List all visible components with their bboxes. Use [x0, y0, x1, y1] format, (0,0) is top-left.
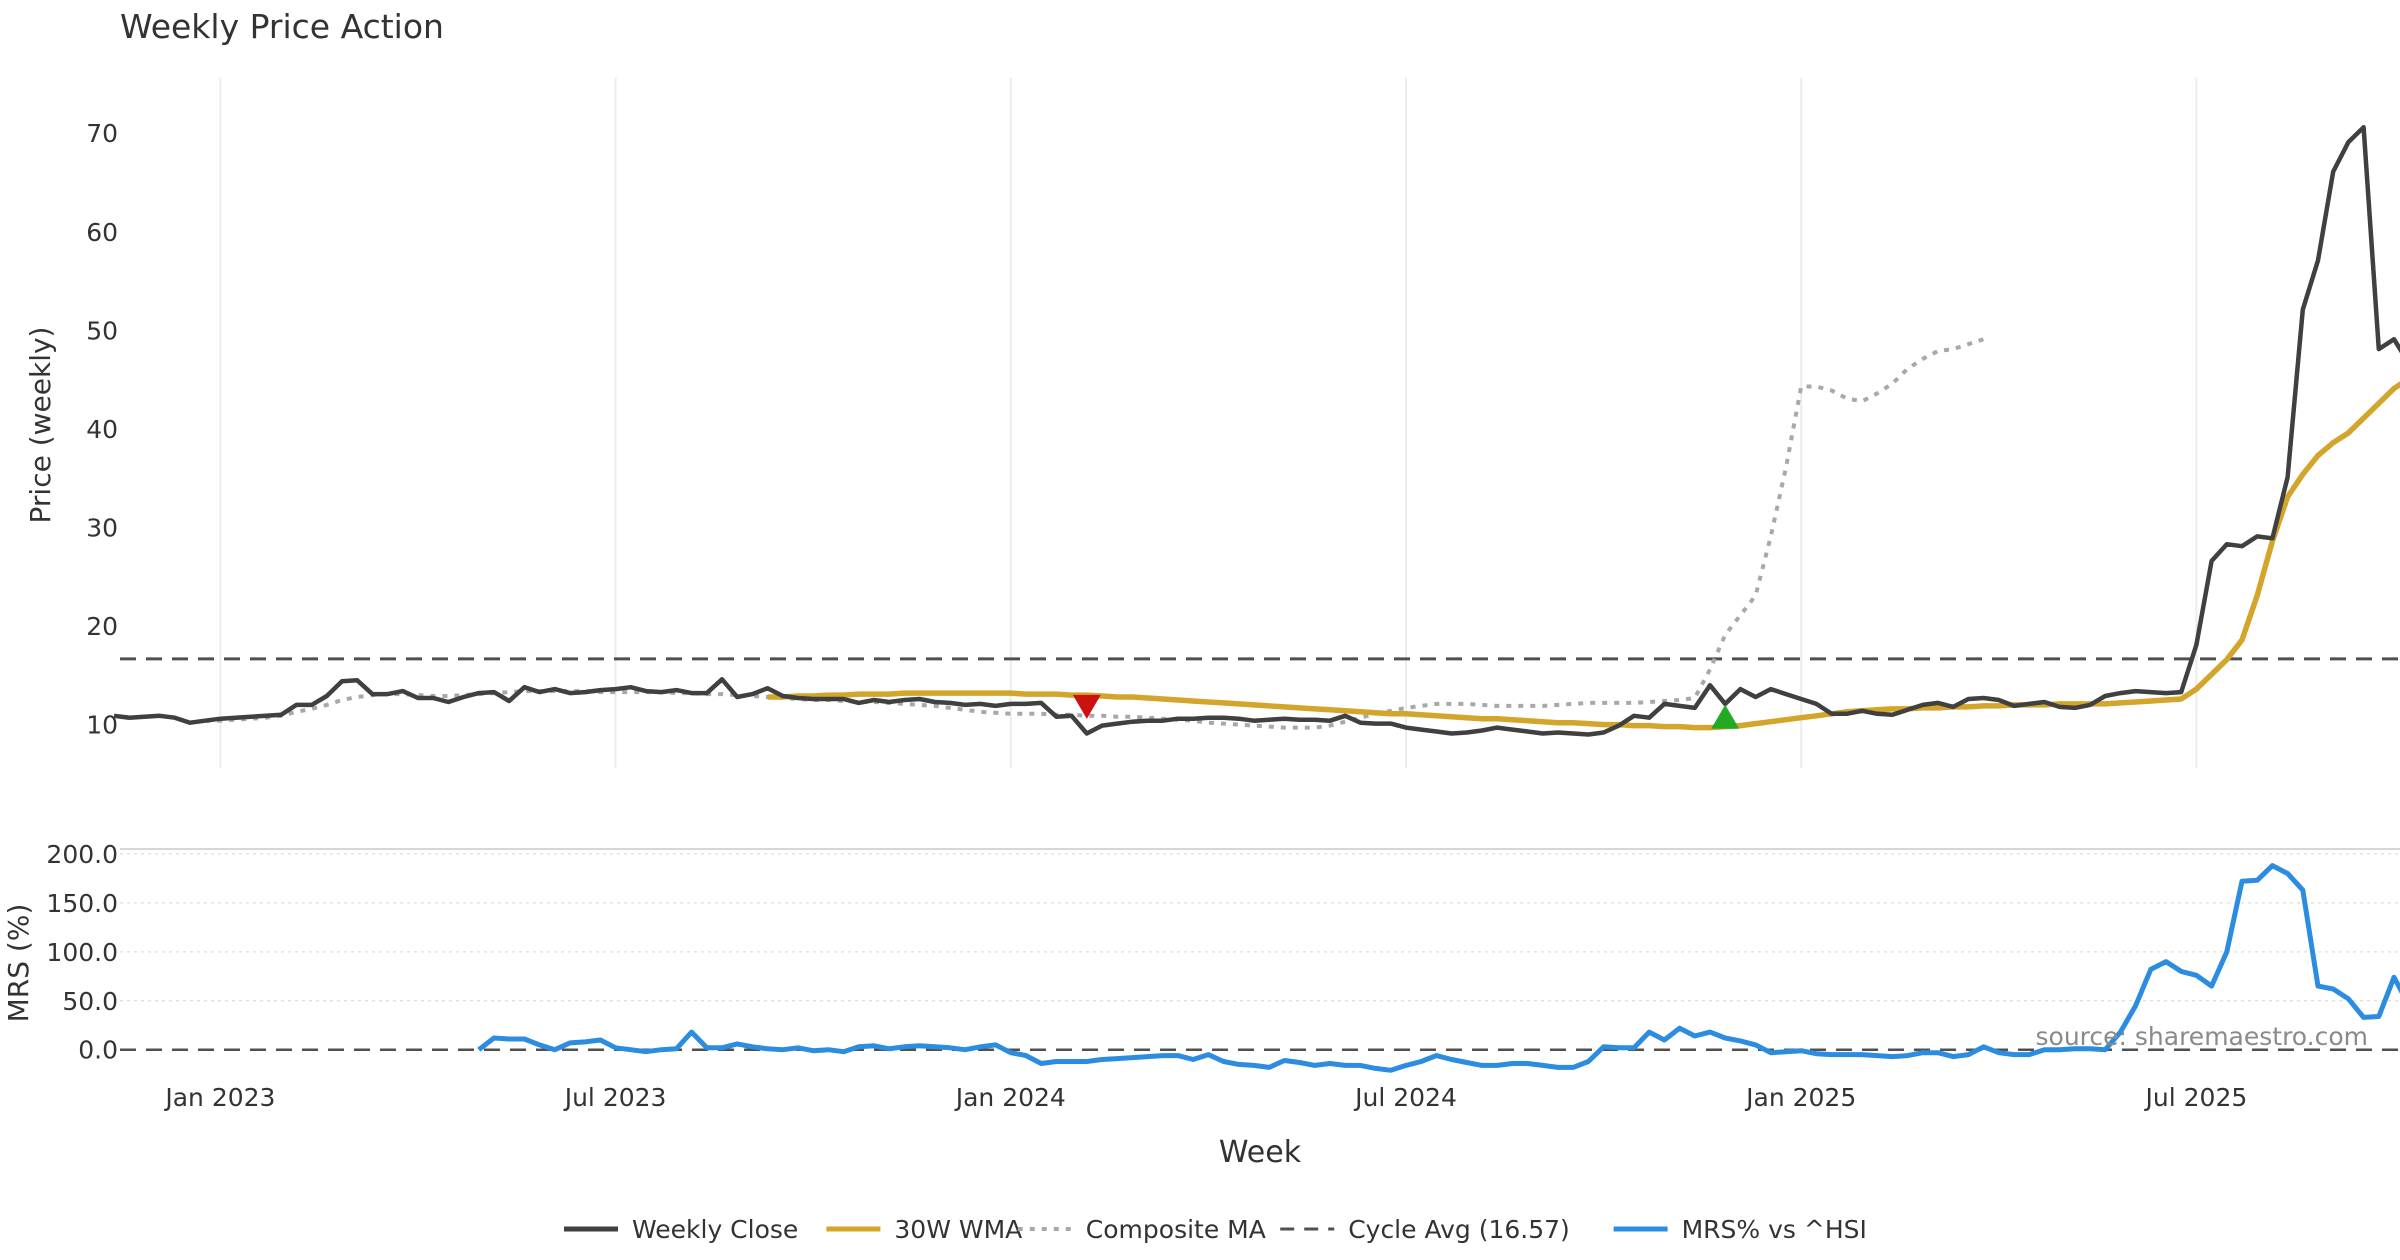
mrs-y-axis-label: MRS (%)	[2, 904, 35, 1023]
price-y-tick-label: 10	[86, 711, 118, 740]
chart-title: Weekly Price Action	[120, 7, 444, 46]
price-y-tick-label: 70	[86, 119, 118, 148]
legend-label: Weekly Close	[632, 1215, 798, 1244]
x-axis: Jan 2023 Jul 2023 Jan 2024 Jul 2024 Jan 2025…	[163, 1083, 2247, 1112]
x-tick-label: Jan 2025	[1744, 1083, 1856, 1112]
mrs-gridlines	[120, 853, 2400, 1002]
x-tick-label: Jul 2025	[2144, 1083, 2248, 1112]
legend-label: Cycle Avg (16.57)	[1348, 1215, 1570, 1244]
legend-label: Composite MA	[1086, 1215, 1266, 1244]
price-y-axis-label: Price (weekly)	[24, 327, 57, 524]
sell-signal-marker	[1072, 694, 1101, 719]
weekly-close-line	[113, 125, 2400, 737]
price-y-tick-label: 60	[86, 218, 118, 247]
mrs-y-axis: 0.0 50.0 100.0 150.0 200.0	[46, 840, 118, 1065]
watermark: source: sharemaestro.com	[2036, 1022, 2369, 1051]
price-y-tick-label: 20	[86, 612, 118, 641]
price-y-tick-label: 50	[86, 316, 118, 345]
x-tick-label: Jan 2023	[163, 1083, 275, 1112]
price-y-axis: 10 20 30 40 50 60 70	[86, 119, 118, 739]
signal-markers	[1072, 694, 1740, 729]
legend-label: MRS% vs ^HSI	[1682, 1215, 1867, 1244]
mrs-y-tick-label: 150.0	[46, 889, 118, 918]
price-panel: Weekly Price Action 10 20 30 40 50 60 70 Price…	[24, 7, 2400, 768]
x-tick-label: Jul 2024	[1353, 1083, 1457, 1112]
price-y-tick-label: 40	[86, 415, 118, 444]
legend-item: Composite MA	[1017, 1215, 1266, 1244]
legend-item: 30W WMA	[826, 1215, 1022, 1244]
mrs-line	[477, 863, 2400, 1073]
x-tick-label: Jul 2023	[563, 1083, 667, 1112]
legend-item: Cycle Avg (16.57)	[1280, 1215, 1570, 1244]
composite-ma-line	[205, 337, 1985, 730]
legend-label: 30W WMA	[894, 1215, 1022, 1244]
wma-30w-line	[767, 381, 2400, 731]
price-gridlines	[219, 78, 2198, 768]
mrs-y-tick-label: 100.0	[46, 938, 118, 967]
legend-item: MRS% vs ^HSI	[1613, 1215, 1867, 1244]
mrs-y-tick-label: 50.0	[62, 987, 118, 1016]
price-y-tick-label: 30	[86, 514, 118, 543]
x-tick-label: Jan 2024	[954, 1083, 1066, 1112]
legend: Weekly Close 30W WMA Composite MA Cycle Avg…	[564, 1215, 1867, 1244]
mrs-y-tick-label: 0.0	[78, 1036, 118, 1065]
legend-item: Weekly Close	[564, 1215, 798, 1244]
mrs-y-tick-label: 200.0	[46, 840, 118, 869]
buy-signal-marker	[1711, 704, 1740, 729]
x-axis-label: Week	[1219, 1135, 1302, 1170]
